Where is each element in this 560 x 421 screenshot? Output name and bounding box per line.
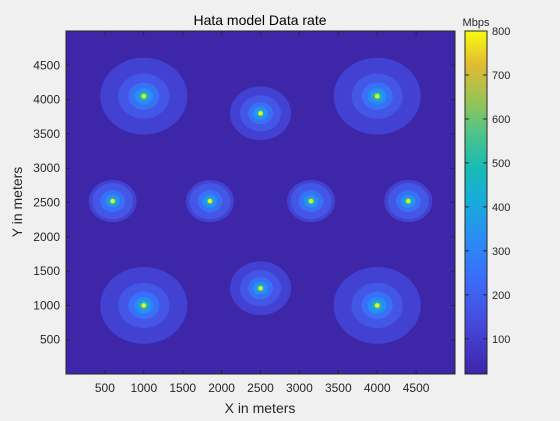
transmitter-peak xyxy=(141,303,146,308)
y-tick-label: 3000 xyxy=(33,161,60,175)
colorbar-unit: Mbps xyxy=(463,17,490,29)
chart-title: Hata model Data rate xyxy=(193,12,326,28)
colorbar-tick-label: 100 xyxy=(492,334,510,346)
transmitter-peak xyxy=(110,198,115,204)
x-tick-label: 500 xyxy=(95,381,115,395)
colorbar-tick-label: 200 xyxy=(492,290,510,302)
x-tick-label: 1500 xyxy=(169,381,196,395)
x-tick-label: 3000 xyxy=(286,381,313,395)
x-tick-label: 2000 xyxy=(208,381,235,395)
colorbar-tick-label: 400 xyxy=(492,202,510,214)
x-tick-label: 3500 xyxy=(325,381,352,395)
transmitter-peak xyxy=(258,111,263,116)
transmitter-peak xyxy=(406,198,411,204)
colorbar-tick-label: 600 xyxy=(492,114,510,126)
x-tick-label: 2500 xyxy=(247,381,274,395)
transmitter-peak xyxy=(375,93,380,99)
colorbar-tick-label: 300 xyxy=(492,246,510,258)
y-tick-label: 500 xyxy=(40,333,60,347)
transmitter-peak xyxy=(141,93,146,99)
transmitter-peak xyxy=(207,198,213,204)
y-tick-label: 2000 xyxy=(33,230,60,244)
transmitter-peak xyxy=(375,303,380,308)
x-axis-ticks: 500 1000 1500 2000 2500 3000 3500 4000 4500 xyxy=(95,31,430,395)
colorbar-ticks: 100 200 300 400 500 600 700 800 xyxy=(465,26,510,346)
y-tick-label: 3500 xyxy=(33,127,60,141)
y-axis-label: Y in meters xyxy=(9,167,25,238)
colorbar-tick-label: 700 xyxy=(492,70,510,82)
colorbar-tick-label: 800 xyxy=(492,26,510,38)
transmitter-peak xyxy=(308,198,314,204)
y-axis-ticks: 500 1000 1500 2000 2500 3000 3500 4000 4500 xyxy=(33,58,455,347)
x-tick-label: 4000 xyxy=(364,381,391,395)
y-tick-label: 4500 xyxy=(33,58,60,72)
y-tick-label: 1500 xyxy=(33,264,60,278)
colorbar xyxy=(464,30,488,375)
x-axis-label: X in meters xyxy=(225,400,296,416)
colorbar-tick-label: 500 xyxy=(492,158,510,170)
y-tick-label: 2500 xyxy=(33,196,60,210)
x-tick-label: 4500 xyxy=(403,381,430,395)
heatmap-layer xyxy=(88,57,433,344)
y-tick-label: 4000 xyxy=(33,93,60,107)
y-tick-label: 1000 xyxy=(33,298,60,312)
x-tick-label: 1000 xyxy=(130,381,157,395)
transmitter-peak xyxy=(258,286,263,291)
